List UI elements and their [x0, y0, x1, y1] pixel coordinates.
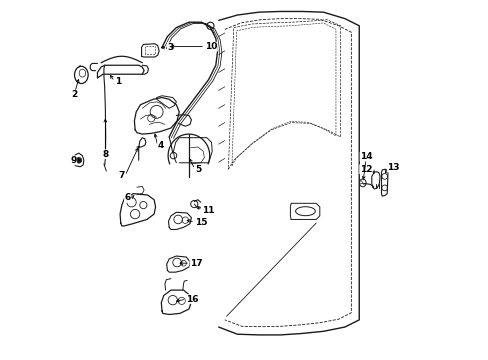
- Text: 15: 15: [195, 218, 207, 227]
- Text: 11: 11: [202, 206, 214, 215]
- Text: 7: 7: [119, 171, 125, 180]
- Text: 1: 1: [115, 77, 121, 86]
- Text: 4: 4: [158, 141, 164, 150]
- Text: 3: 3: [167, 43, 173, 52]
- Text: 9: 9: [70, 156, 77, 165]
- Circle shape: [76, 157, 81, 163]
- Text: 5: 5: [195, 165, 201, 174]
- Text: 8: 8: [102, 150, 108, 159]
- Text: 16: 16: [186, 294, 199, 303]
- Text: 17: 17: [190, 259, 202, 268]
- Text: 14: 14: [359, 152, 372, 161]
- Text: 13: 13: [386, 163, 399, 172]
- Text: 10: 10: [204, 42, 217, 51]
- Text: 6: 6: [124, 193, 131, 202]
- Text: 2: 2: [71, 90, 77, 99]
- Text: 12: 12: [359, 165, 371, 174]
